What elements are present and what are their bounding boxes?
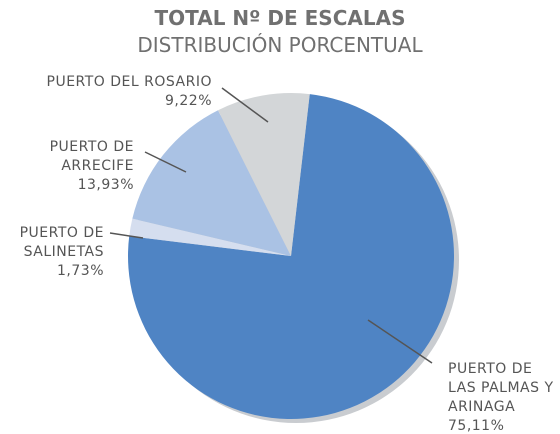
value-label: 1,73% [57, 263, 104, 279]
category-label: PUERTO DEL ROSARIO [46, 74, 212, 90]
pie-slice [218, 93, 310, 256]
category-label: PUERTO DE ARRECIFE [49, 139, 134, 174]
leader-line [367, 319, 433, 364]
pie-slice [127, 94, 454, 420]
value-label: 13,93% [77, 177, 134, 193]
category-label: PUERTO DE SALINETAS [19, 225, 104, 260]
pie-slice [129, 218, 291, 256]
leader-line [144, 151, 187, 173]
slice-label: PUERTO DEL ROSARIO 9,22% [20, 73, 212, 111]
value-label: 9,22% [165, 93, 212, 109]
chart-subtitle: DISTRIBUCIÓN PORCENTUAL [137, 33, 423, 57]
category-label: PUERTO DE LAS PALMAS Y ARINAGA [448, 361, 554, 415]
slice-label: PUERTO DE SALINETAS 1,73% [0, 224, 104, 281]
leader-line [221, 87, 269, 123]
slice-label: PUERTO DE LAS PALMAS Y ARINAGA 75,11% [448, 360, 558, 434]
leader-line [109, 232, 144, 239]
value-label: 75,11% [448, 418, 505, 434]
pie-slice [132, 110, 291, 257]
chart-title: TOTAL Nº DE ESCALAS [154, 6, 406, 30]
slice-label: PUERTO DE ARRECIFE 13,93% [20, 138, 134, 195]
